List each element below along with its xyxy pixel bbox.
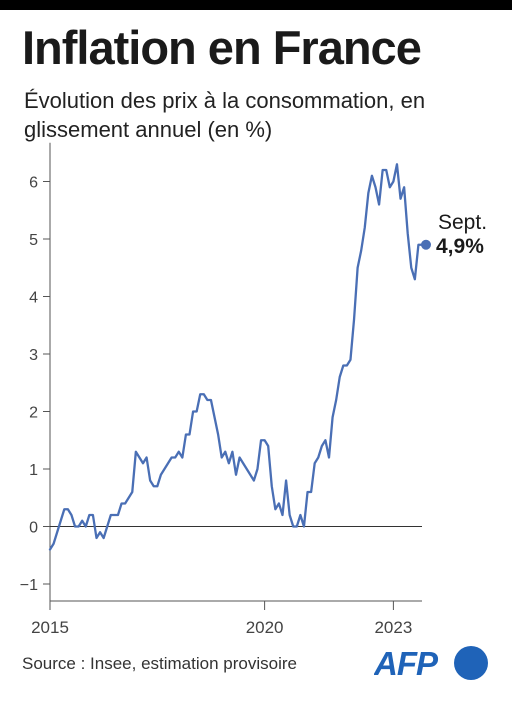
y-tick-label: −1: [20, 577, 38, 594]
y-tick-label: 1: [29, 462, 38, 479]
y-tick-label: 2: [29, 405, 38, 422]
annotation-month: Sept.: [438, 211, 487, 234]
y-tick-label: 6: [29, 175, 38, 192]
chart-subtitle: Évolution des prix à la consommation, en…: [24, 88, 426, 142]
y-tick-label: 0: [29, 520, 38, 537]
afp-logo-circle: [454, 646, 488, 680]
series-line-inflation: [48, 163, 424, 551]
y-tick-label: 5: [29, 232, 38, 249]
x-tick-label: 2020: [246, 618, 284, 637]
chart-title: Inflation en France: [22, 21, 422, 74]
annotation-value: 4,9%: [436, 235, 484, 258]
y-axis: −1 0 1 2 3 4 5 6: [20, 142, 51, 601]
x-tick-label: 2023: [374, 618, 412, 637]
afp-logo-text: AFP: [374, 645, 439, 682]
source-note: Source : Insee, estimation provisoire: [22, 654, 297, 673]
x-tick-label: 2015: [31, 618, 69, 637]
y-tick-label: 4: [29, 290, 38, 307]
y-tick-label: 3: [29, 347, 38, 364]
x-axis: 2015 2020 2023: [31, 600, 422, 637]
end-point-marker: [421, 239, 431, 250]
line-chart: −1 0 1 2 3 4 5 6 2015 2020 2023 Sept. 4,9%: [20, 142, 487, 637]
afp-logo: AFP: [374, 645, 488, 682]
top-rule: [0, 0, 512, 10]
